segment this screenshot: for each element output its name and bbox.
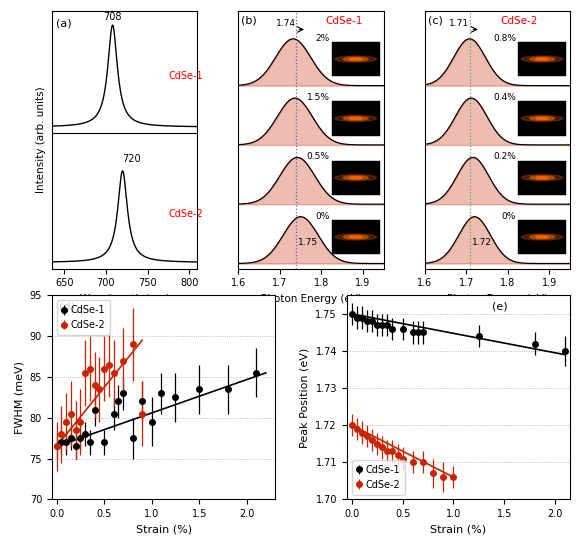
Circle shape <box>350 236 362 238</box>
Circle shape <box>343 57 368 61</box>
X-axis label: Strain (%): Strain (%) <box>135 525 192 535</box>
Circle shape <box>536 58 548 60</box>
Circle shape <box>343 235 368 239</box>
Text: 1.74: 1.74 <box>276 19 295 28</box>
Legend: CdSe-1, CdSe-2: CdSe-1, CdSe-2 <box>352 460 405 495</box>
Text: (c): (c) <box>427 16 442 26</box>
Y-axis label: Intensity (arb. units): Intensity (arb. units) <box>36 86 46 193</box>
Text: 0.4%: 0.4% <box>493 93 516 102</box>
Circle shape <box>530 117 555 120</box>
Text: CdSe-1: CdSe-1 <box>168 71 203 81</box>
Text: (e): (e) <box>492 301 507 311</box>
Text: 708: 708 <box>103 11 122 21</box>
Text: 0.2%: 0.2% <box>493 153 516 161</box>
Circle shape <box>343 117 368 120</box>
Circle shape <box>335 115 377 121</box>
FancyBboxPatch shape <box>332 42 380 76</box>
Circle shape <box>521 56 563 62</box>
Legend: CdSe-1, CdSe-2: CdSe-1, CdSe-2 <box>56 300 110 335</box>
Circle shape <box>530 235 555 239</box>
Text: 0%: 0% <box>502 212 516 221</box>
Text: 1.75: 1.75 <box>298 238 318 247</box>
Text: 720: 720 <box>122 154 141 164</box>
Text: (a): (a) <box>56 18 72 28</box>
Circle shape <box>536 118 548 119</box>
X-axis label: Strain (%): Strain (%) <box>430 525 487 535</box>
FancyBboxPatch shape <box>518 42 566 76</box>
Text: 0%: 0% <box>316 212 330 221</box>
Y-axis label: Peak Position (eV): Peak Position (eV) <box>300 347 310 447</box>
FancyBboxPatch shape <box>332 161 380 195</box>
Text: 1.5%: 1.5% <box>307 93 330 102</box>
Circle shape <box>521 175 563 181</box>
FancyBboxPatch shape <box>518 101 566 135</box>
Circle shape <box>335 175 377 181</box>
Text: CdSe-1: CdSe-1 <box>325 16 363 26</box>
Circle shape <box>521 234 563 240</box>
FancyBboxPatch shape <box>332 220 380 254</box>
Text: (d): (d) <box>59 301 74 311</box>
Text: (b): (b) <box>241 16 257 26</box>
Circle shape <box>536 177 548 179</box>
FancyBboxPatch shape <box>518 220 566 254</box>
FancyBboxPatch shape <box>518 161 566 195</box>
FancyBboxPatch shape <box>332 101 380 135</box>
X-axis label: Photon Energy (eV): Photon Energy (eV) <box>447 294 548 304</box>
Circle shape <box>343 176 368 179</box>
Y-axis label: FWHM (meV): FWHM (meV) <box>14 361 24 434</box>
Circle shape <box>335 234 377 240</box>
Circle shape <box>521 115 563 121</box>
Text: 1.71: 1.71 <box>449 19 469 28</box>
X-axis label: Photon Energy (eV): Photon Energy (eV) <box>260 294 362 304</box>
Text: 2%: 2% <box>316 34 330 43</box>
Circle shape <box>350 58 362 60</box>
Circle shape <box>350 118 362 119</box>
Circle shape <box>530 57 555 61</box>
Text: 0.8%: 0.8% <box>493 34 516 43</box>
Text: CdSe-2: CdSe-2 <box>501 16 538 26</box>
Text: 1.72: 1.72 <box>472 238 492 247</box>
Circle shape <box>350 177 362 179</box>
Circle shape <box>530 176 555 179</box>
Circle shape <box>536 236 548 238</box>
X-axis label: Wavelength (nm): Wavelength (nm) <box>79 294 169 304</box>
Text: 0.5%: 0.5% <box>307 153 330 161</box>
Circle shape <box>335 56 377 62</box>
Text: CdSe-2: CdSe-2 <box>168 209 203 219</box>
